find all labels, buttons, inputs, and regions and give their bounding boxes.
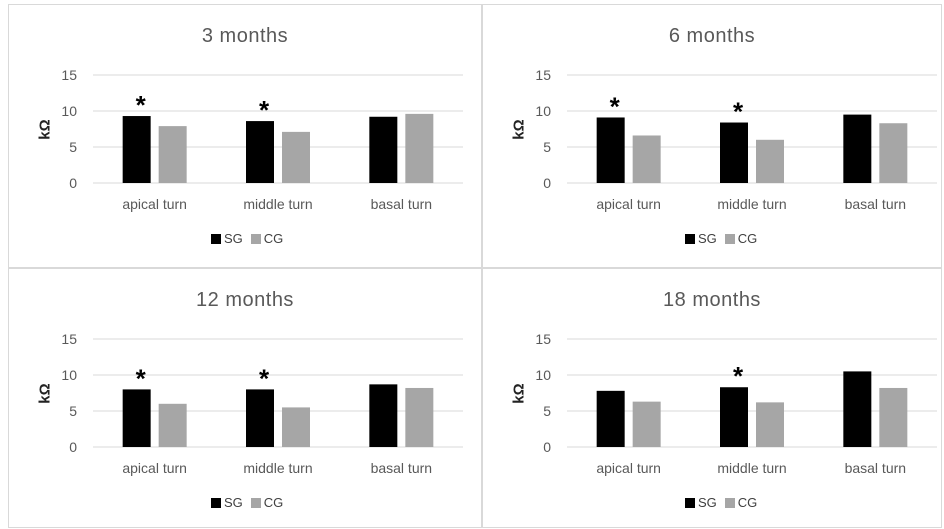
chart-panel-18-months: 18 months kΩ 0 5 10 15 apical turn middle tur… xyxy=(482,268,942,528)
bar-sg xyxy=(720,122,748,183)
bar-cg xyxy=(405,113,434,183)
bar-sg xyxy=(369,384,398,447)
significance-marker: * xyxy=(136,90,147,120)
x-tick-label: apical turn xyxy=(596,460,661,476)
bar-sg xyxy=(596,390,625,447)
legend-swatch-cg xyxy=(250,233,261,244)
x-tick-label: basal turn xyxy=(845,460,906,476)
bar-cg xyxy=(756,139,784,183)
chart-plot: 0 5 10 15 apical turn middle turn * basal turn xyxy=(535,331,937,476)
y-tick-label: 0 xyxy=(543,175,551,191)
y-tick-label: 15 xyxy=(61,67,77,83)
y-tick-label: 0 xyxy=(69,439,77,455)
chart-plot: 0 5 10 15 apical turn * middle turn * basal turn xyxy=(535,67,937,212)
bar-cg xyxy=(282,131,310,183)
y-tick-label: 5 xyxy=(69,139,77,155)
chart-legend: SG CG xyxy=(685,495,765,510)
chart-panel-3-months: 3 months kΩ 0 5 10 15 apical turn * middle tur… xyxy=(8,4,482,268)
chart-panel-6-months: 6 months kΩ 0 5 10 15 apical turn * middle tur… xyxy=(482,4,942,268)
x-tick-label: middle turn xyxy=(243,196,312,212)
bar-sg xyxy=(122,389,151,447)
legend-swatch-cg xyxy=(724,497,735,508)
bar-cg xyxy=(158,126,187,183)
legend-swatch-sg xyxy=(685,233,695,244)
bar-sg xyxy=(122,116,151,183)
y-tick-label: 5 xyxy=(543,403,551,419)
legend-label-cg: CG xyxy=(737,231,758,246)
legend-swatch-cg xyxy=(724,233,735,244)
y-tick-label: 10 xyxy=(61,367,77,383)
y-tick-label: 15 xyxy=(535,67,551,83)
bar-sg xyxy=(720,387,748,447)
chart-title: 6 months xyxy=(668,25,756,47)
chart-title: 12 months xyxy=(196,289,294,311)
bar-sg xyxy=(596,117,625,183)
legend-label-sg: SG xyxy=(698,231,717,246)
legend-label-sg: SG xyxy=(224,231,243,246)
significance-marker: * xyxy=(259,95,270,125)
x-tick-label: apical turn xyxy=(122,460,187,476)
significance-marker: * xyxy=(733,361,744,391)
x-tick-label: middle turn xyxy=(717,460,786,476)
bar-sg xyxy=(843,371,872,447)
bar-sg xyxy=(246,121,274,183)
significance-marker: * xyxy=(610,91,621,121)
y-tick-label: 0 xyxy=(69,175,77,191)
bar-cg xyxy=(405,387,434,447)
significance-marker: * xyxy=(259,363,270,393)
x-tick-label: middle turn xyxy=(243,460,312,476)
x-tick-label: apical turn xyxy=(122,196,187,212)
legend-label-cg: CG xyxy=(263,231,284,246)
y-tick-label: 10 xyxy=(61,103,77,119)
legend-swatch-sg xyxy=(211,233,221,244)
legend-label-sg: SG xyxy=(224,495,243,510)
legend-swatch-sg xyxy=(211,497,221,508)
chart-legend: SG CG xyxy=(211,231,291,246)
significance-marker: * xyxy=(733,97,744,127)
y-tick-label: 0 xyxy=(543,439,551,455)
bar-cg xyxy=(158,403,187,447)
x-tick-label: apical turn xyxy=(596,196,661,212)
legend-swatch-cg xyxy=(250,497,261,508)
y-tick-label: 5 xyxy=(69,403,77,419)
chart-panel-12-months: 12 months kΩ 0 5 10 15 apical turn * middle tu… xyxy=(8,268,482,528)
legend-swatch-sg xyxy=(685,497,695,508)
bar-cg xyxy=(282,407,310,447)
y-tick-label: 10 xyxy=(535,103,551,119)
bar-sg xyxy=(246,389,274,447)
chart-plot: 0 5 10 15 apical turn * middle turn * basal turn xyxy=(61,67,463,212)
y-tick-label: 15 xyxy=(61,331,77,347)
legend-label-cg: CG xyxy=(263,495,284,510)
chart-plot: 0 5 10 15 apical turn * middle turn * basal turn xyxy=(61,331,463,476)
chart-title: 3 months xyxy=(201,25,289,47)
bar-sg xyxy=(369,116,398,183)
x-tick-label: middle turn xyxy=(717,196,786,212)
x-tick-label: basal turn xyxy=(845,196,906,212)
x-tick-label: basal turn xyxy=(371,460,432,476)
y-tick-label: 15 xyxy=(535,331,551,347)
chart-legend: SG CG xyxy=(211,495,291,510)
legend-label-cg: CG xyxy=(737,495,758,510)
legend-label-sg: SG xyxy=(698,495,717,510)
bar-cg xyxy=(632,401,661,447)
x-tick-label: basal turn xyxy=(371,196,432,212)
y-tick-label: 5 xyxy=(543,139,551,155)
bar-cg xyxy=(756,402,784,447)
significance-marker: * xyxy=(136,363,147,393)
bar-cg xyxy=(879,387,908,447)
bar-sg xyxy=(843,114,872,183)
y-tick-label: 10 xyxy=(535,367,551,383)
chart-title: 18 months xyxy=(663,289,761,311)
chart-legend: SG CG xyxy=(685,231,765,246)
bar-cg xyxy=(879,123,908,183)
bar-cg xyxy=(632,135,661,183)
